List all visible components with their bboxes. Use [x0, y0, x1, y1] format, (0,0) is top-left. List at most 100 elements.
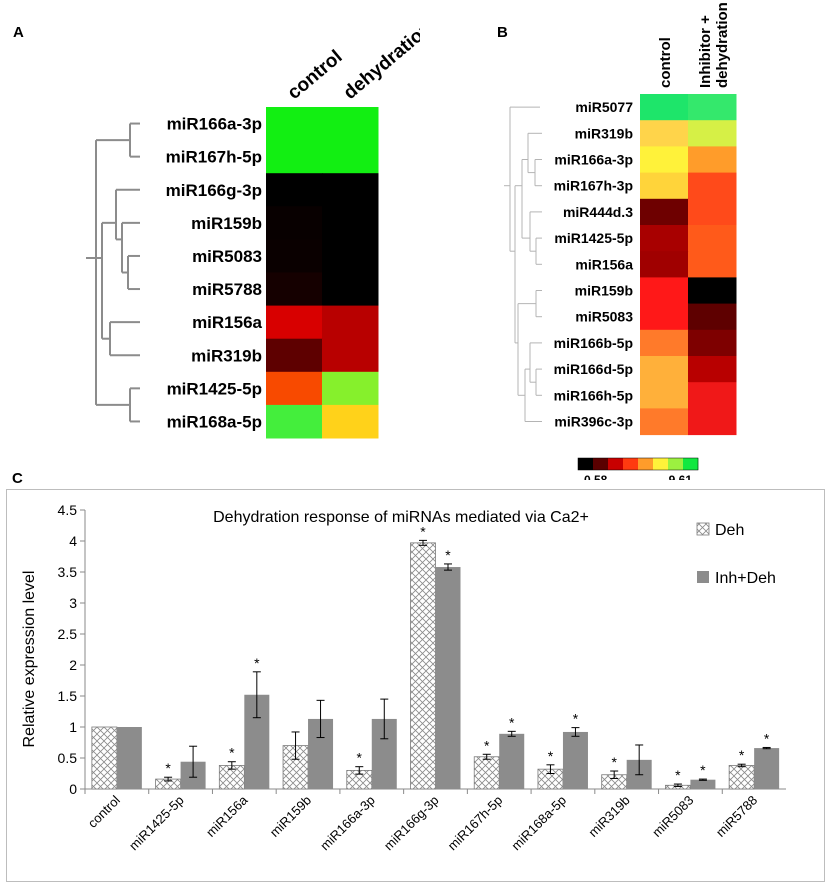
chart-c-y-tick-label: 2	[69, 657, 77, 673]
heatmap-b-cells	[640, 94, 737, 436]
heatmap-b-cell-mir1425-5p-control	[640, 225, 689, 252]
heatmap-a-row-label: miR167h-5p	[166, 148, 262, 167]
heatmap-b-cell-mir396c-3p-control	[640, 408, 689, 436]
chart-c-bar-deh-mir5788	[728, 765, 755, 790]
heatmap-a-cell-mir167h-5p-dehydration	[322, 140, 379, 174]
chart-c-x-tick-label: miR166g-3p	[381, 793, 442, 854]
heatmap-b-row-label: miR1425-5p	[554, 230, 633, 246]
chart-c-significance-marker: *	[165, 760, 171, 776]
heatmap-b-cell-mir159b-inhibitor-dehydration	[688, 277, 737, 305]
heatmap-a-row-labels: miR166a-3p miR167h-5p miR166g-3p miR159b miR…	[166, 115, 263, 432]
heatmap-a-cell-mir5083-control	[266, 239, 323, 273]
heatmap-b-row-label: miR166a-3p	[554, 152, 633, 168]
heatmap-a-cell-mir319b-dehydration	[322, 338, 379, 373]
panel-c-letter: C	[12, 470, 23, 487]
heatmap-b-legend-swatch	[578, 458, 594, 470]
heatmap-a-row-label: miR166a-3p	[167, 115, 262, 134]
heatmap-a-cell-mir159b-dehydration	[322, 206, 379, 240]
chart-c-y-tick-label: 0.5	[58, 750, 78, 766]
heatmap-b-cell-mir319b-control	[640, 120, 689, 147]
chart-c-y-tick-label: 3	[69, 595, 77, 611]
chart-c-title: Dehydration response of miRNAs mediated …	[213, 509, 589, 526]
heatmap-a-cell-mir166g-3p-dehydration	[322, 173, 379, 207]
heatmap-b-cell-mir1425-5p-inhibitor-dehydration	[688, 225, 737, 252]
heatmap-b-column-label: dehydration	[714, 2, 731, 88]
chart-c-bar-deh-control	[91, 726, 118, 790]
chart-c-x-tick-label: miR1425-5p	[126, 793, 187, 854]
chart-c-frame	[6, 489, 825, 882]
heatmap-b: miR5077 miR319b miR166a-3p miR167h-3p miR444…	[504, 2, 737, 480]
heatmap-a-row-label: miR319b	[191, 346, 262, 365]
chart-c-y-tick-label: 1.5	[58, 688, 78, 704]
heatmap-a-cell-mir156a-dehydration	[322, 305, 379, 340]
heatmap-b-row-label: miR166d-5p	[554, 361, 633, 377]
heatmap-b-cell-mir166b-5p-inhibitor-dehydration	[688, 329, 737, 357]
chart-c-bar-inh-deh-mir167h-5p	[499, 733, 525, 789]
heatmap-b-cell-mir5083-inhibitor-dehydration	[688, 303, 737, 331]
chart-c-significance-marker: *	[700, 762, 706, 778]
chart-c-x-tick-label: miR167h-5p	[445, 793, 506, 854]
chart-c-legend-label-deh: Deh	[715, 522, 744, 539]
heatmap-b-cell-mir444d-3-inhibitor-dehydration	[688, 198, 737, 226]
heatmap-a-cell-mir5083-dehydration	[322, 239, 379, 273]
heatmap-b-cell-mir166d-5p-inhibitor-dehydration	[688, 356, 737, 383]
heatmap-b-cell-mir166b-5p-control	[640, 329, 689, 357]
heatmap-a-row-label: miR1425-5p	[167, 379, 262, 398]
heatmap-a-cell-mir167h-5p-control	[266, 140, 323, 174]
heatmap-b-legend-swatch	[668, 458, 684, 470]
heatmap-b-cell-mir396c-3p-inhibitor-dehydration	[688, 408, 737, 436]
chart-c-significance-marker: *	[675, 767, 681, 783]
heatmap-b-row-label: miR159b	[575, 283, 633, 299]
chart-c-bar-inh-deh-mir168a-5p	[562, 731, 588, 789]
chart-c-significance-marker: *	[739, 747, 745, 763]
heatmap-b-dendrogram	[504, 106, 542, 422]
chart-c-x-tick-label: miR168a-5p	[508, 793, 569, 854]
heatmap-b-column-label: control	[657, 37, 674, 88]
heatmap-b-cell-mir319b-inhibitor-dehydration	[688, 120, 737, 147]
heatmap-b-cell-mir5077-inhibitor-dehydration	[688, 94, 737, 121]
heatmap-b-legend-min-label: 0.58	[584, 473, 608, 480]
heatmap-b-cell-mir166h-5p-inhibitor-dehydration	[688, 382, 737, 409]
heatmap-b-legend-swatch	[608, 458, 624, 470]
heatmap-b-row-label: miR167h-3p	[554, 178, 633, 194]
chart-c-bar-deh-mir167h-5p	[473, 756, 500, 790]
heatmap-b-cell-mir159b-control	[640, 277, 689, 305]
heatmap-b-cell-mir444d-3-control	[640, 198, 689, 226]
heatmap-a-column-label: dehydration	[340, 18, 420, 104]
chart-c-x-tick-label: miR319b	[585, 793, 632, 840]
chart-c-x-tick-label: miR156a	[203, 792, 251, 840]
heatmap-b-cell-mir166a-3p-inhibitor-dehydration	[688, 146, 737, 174]
chart-c-significance-marker: *	[573, 711, 579, 727]
chart-c-y-tick-label: 1	[69, 719, 77, 735]
heatmap-a-cells	[266, 107, 379, 439]
heatmap-b-column-labels: control Inhibitor + dehydration	[657, 2, 731, 88]
heatmap-b-row-label: miR166b-5p	[554, 335, 633, 351]
chart-c-legend-swatch-inh-deh	[697, 571, 709, 583]
chart-c-y-axis-label: Relative expression level	[21, 571, 38, 748]
heatmap-a-row-label: miR5788	[192, 280, 262, 299]
heatmap-b-row-label: miR444d.3	[563, 204, 633, 220]
chart-c-significance-marker: *	[764, 730, 770, 746]
chart-c-significance-marker: *	[484, 737, 490, 753]
chart-c-significance-marker: *	[611, 754, 617, 770]
heatmap-b-row-label: miR166h-5p	[554, 387, 633, 403]
heatmap-b-color-legend: 0.58 9.61	[577, 457, 699, 480]
heatmap-b-legend-swatch	[653, 458, 669, 470]
heatmap-a-cell-mir5788-control	[266, 272, 323, 307]
chart-c-bar-inh-deh-mir166g-3p	[435, 567, 461, 789]
chart-c-bars: * * * * * * * * * * * * * * *	[91, 523, 780, 790]
chart-c-significance-marker: *	[509, 714, 515, 730]
heatmap-a-cell-mir166g-3p-control	[266, 173, 323, 207]
chart-c-x-tick-label: miR5083	[649, 793, 696, 840]
heatmap-a-cell-mir168a-5p-dehydration	[322, 404, 379, 439]
heatmap-a-dendrogram	[86, 122, 140, 423]
panel-a-letter: A	[13, 24, 24, 41]
heatmap-a-cell-mir1425-5p-dehydration	[322, 371, 379, 406]
heatmap-b-cell-mir166a-3p-control	[640, 146, 689, 174]
chart-c-x-tick-label: miR166a-3p	[317, 793, 378, 854]
heatmap-a-cell-mir166a-3p-dehydration	[322, 107, 379, 141]
heatmap-a-cell-mir168a-5p-control	[266, 404, 323, 439]
chart-c-significance-marker: *	[445, 547, 451, 563]
heatmap-a-cell-mir166a-3p-control	[266, 107, 323, 141]
